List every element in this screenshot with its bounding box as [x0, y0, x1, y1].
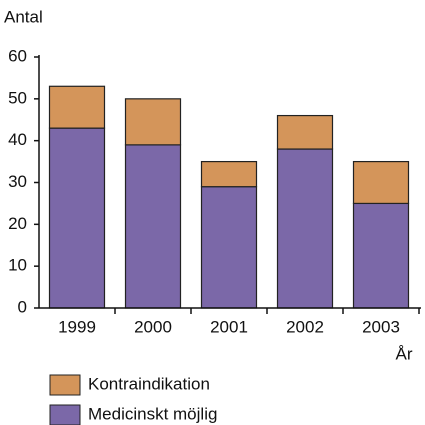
bar-segment: [48, 85, 106, 129]
legend-label: Medicinskt möjlig: [88, 404, 217, 423]
x-tick-label: 2001: [210, 317, 248, 336]
y-tick-label: 30: [8, 172, 27, 191]
bar-segment: [48, 127, 106, 309]
bar-segment: [124, 144, 182, 309]
y-tick-label: 40: [8, 130, 27, 149]
legend-swatch: [49, 404, 81, 425]
y-tick-label: 60: [8, 46, 27, 65]
x-tick-label: 1999: [58, 317, 96, 336]
y-tick-label: 20: [8, 214, 27, 233]
bar-segment: [276, 148, 334, 309]
y-axis-label: Antal: [4, 7, 43, 26]
y-tick-label: 10: [8, 256, 27, 275]
y-tick-label: 50: [8, 88, 27, 107]
x-tick-label: 2000: [134, 317, 172, 336]
bar-segment: [352, 202, 410, 309]
x-axis-label: År: [396, 344, 413, 363]
legend-label: Kontraindikation: [88, 374, 210, 393]
bar-segment: [276, 114, 334, 150]
y-tick-label: 0: [18, 297, 27, 316]
x-tick-label: 2003: [362, 317, 400, 336]
bar-segment: [200, 186, 258, 309]
x-tick-label: 2002: [286, 317, 324, 336]
bar-segment: [124, 98, 182, 146]
legend-swatch: [49, 374, 81, 396]
bar-segment: [352, 160, 410, 205]
bar-segment: [200, 160, 258, 188]
